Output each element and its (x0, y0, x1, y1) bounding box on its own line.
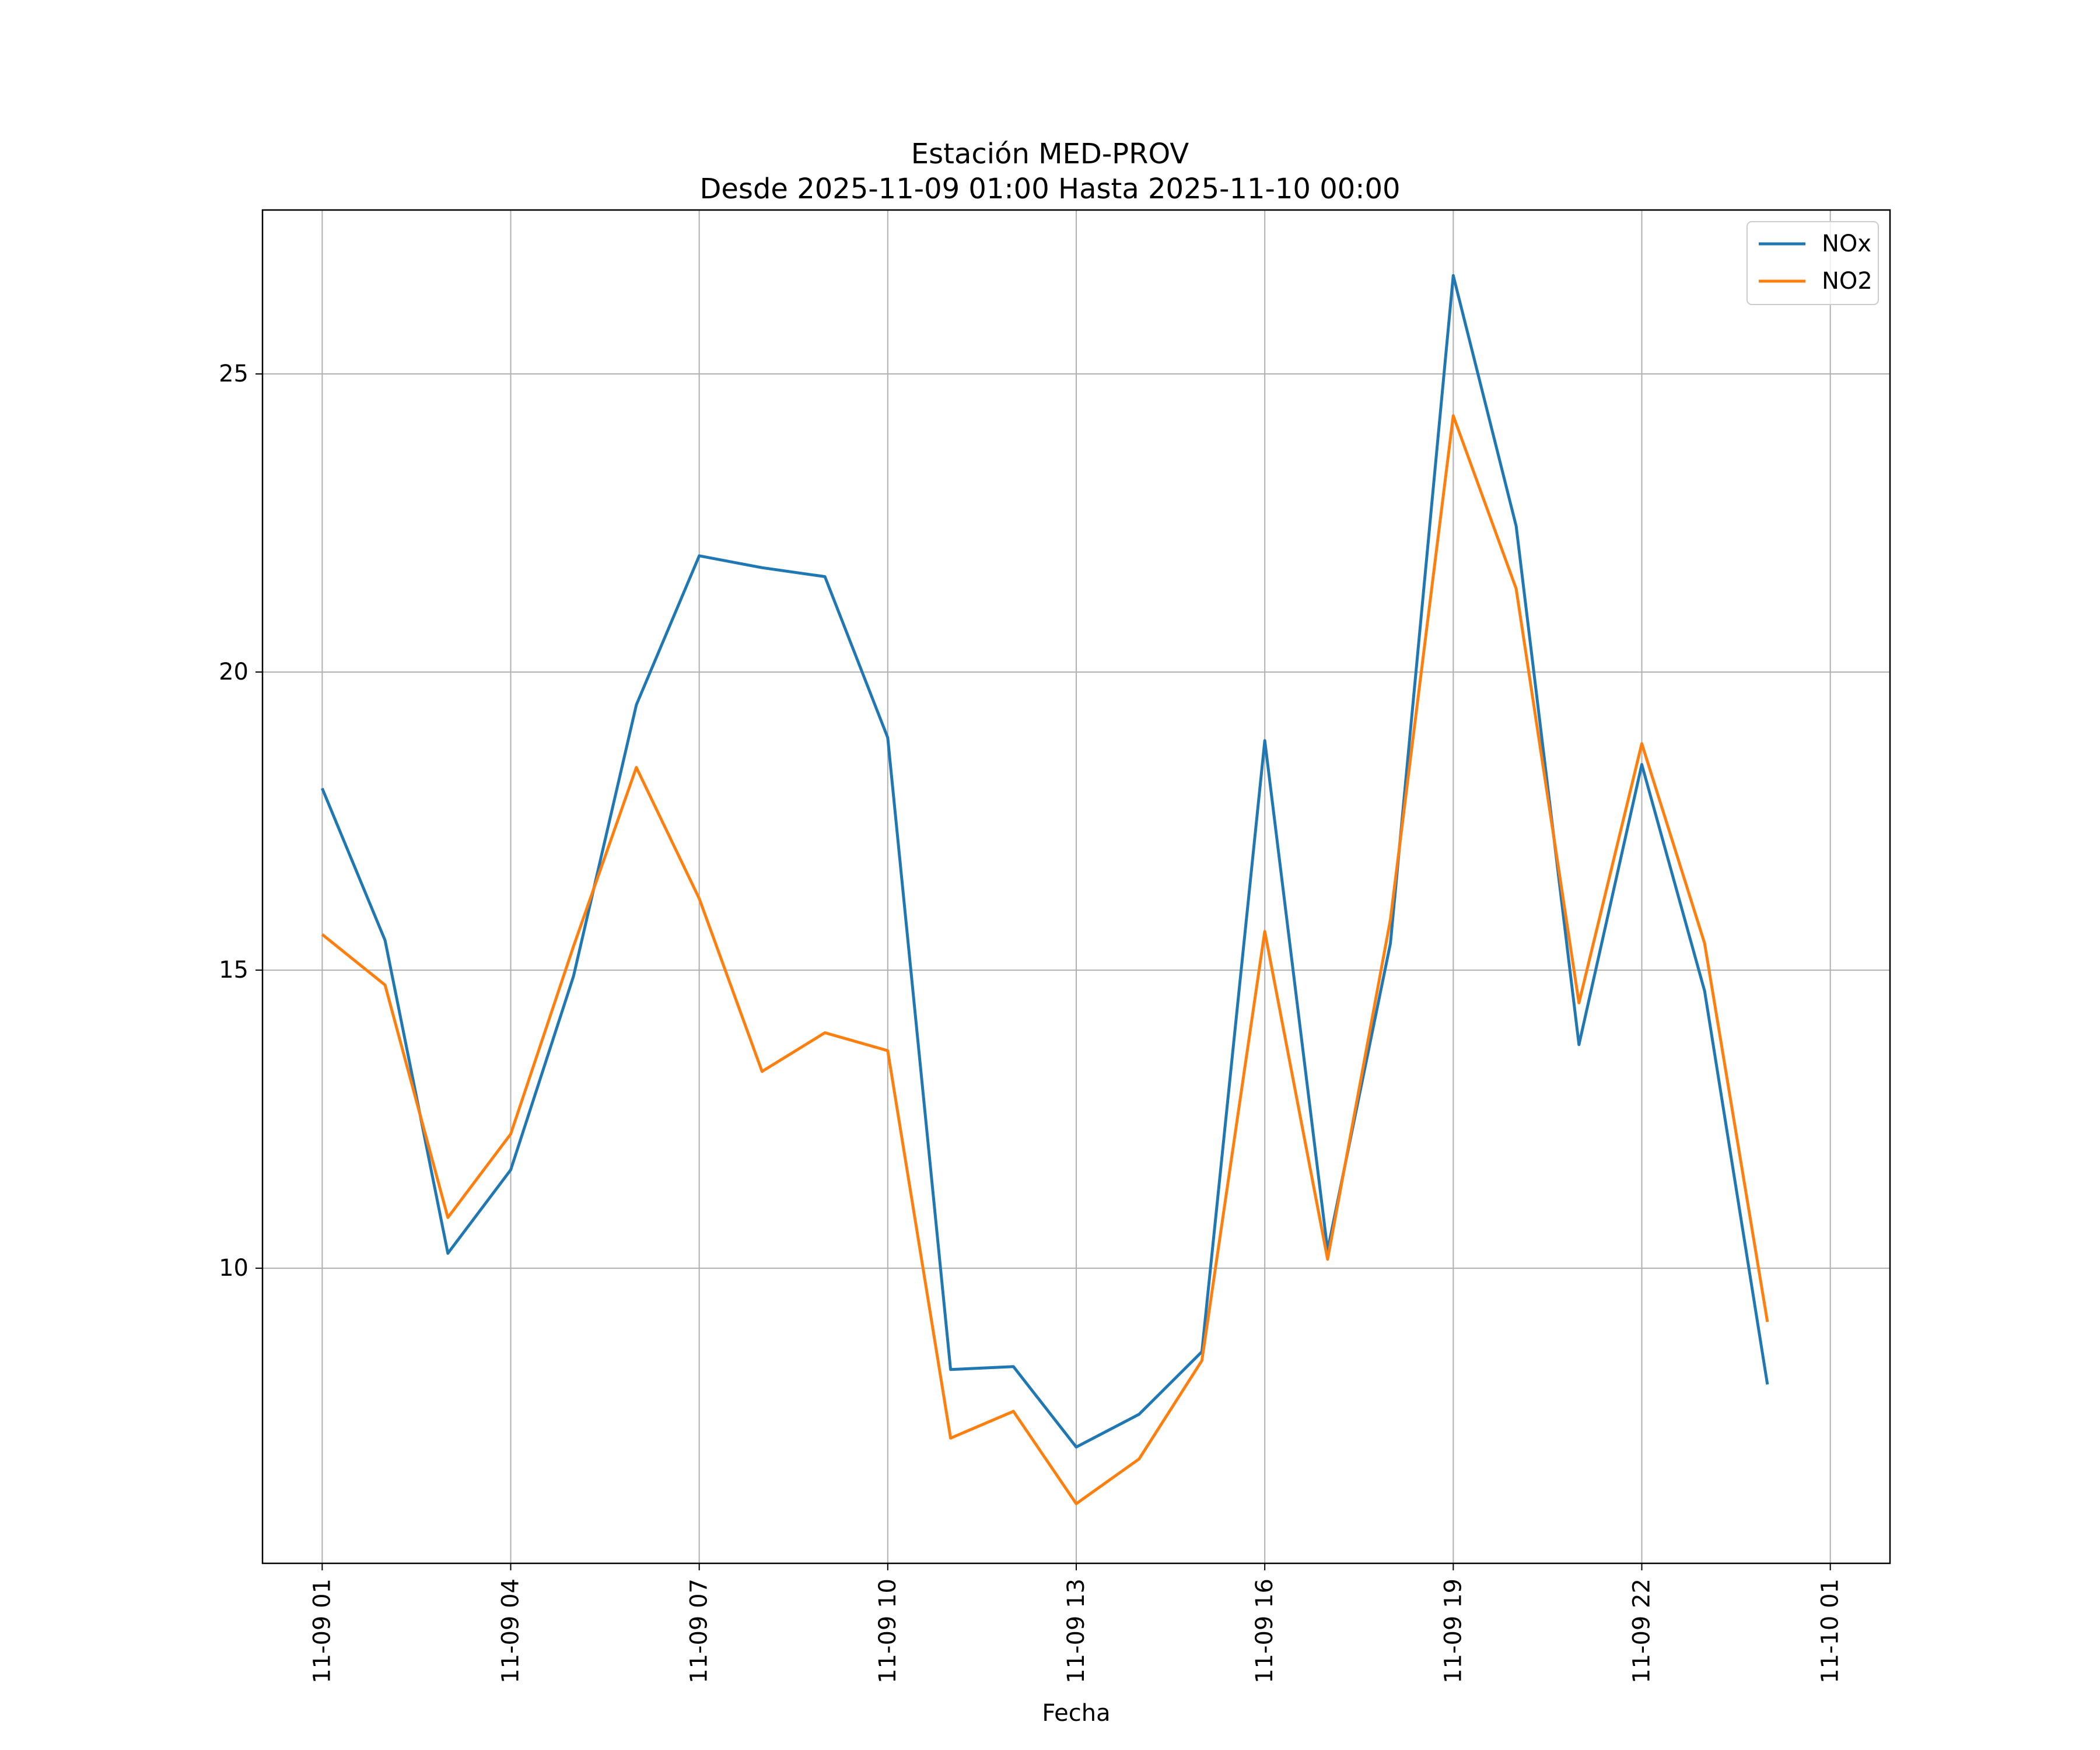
x-tick-label: 11-09 04 (498, 1578, 524, 1684)
data-point-no2 (1577, 1000, 1581, 1005)
data-point-nox (1451, 273, 1455, 278)
data-point-no2 (383, 983, 387, 988)
data-series (320, 273, 1770, 1506)
data-point-nox (383, 938, 387, 943)
data-point-nox (760, 565, 764, 570)
data-point-nox (697, 554, 702, 558)
y-tick-label: 15 (219, 957, 249, 984)
data-point-nox (1514, 524, 1518, 528)
data-point-no2 (949, 1436, 953, 1440)
data-point-no2 (1388, 917, 1393, 922)
data-point-no2 (320, 932, 324, 937)
data-point-nox (509, 1168, 513, 1172)
y-tick-label: 20 (219, 659, 249, 685)
series-line-nox (320, 274, 1769, 1449)
data-point-nox (1262, 738, 1267, 743)
legend-label-nox: NOx (1822, 230, 1871, 257)
data-point-nox (571, 974, 576, 978)
data-point-no2 (760, 1069, 764, 1074)
data-point-nox (1137, 1412, 1142, 1417)
data-point-no2 (1514, 586, 1518, 591)
data-point-nox (1577, 1042, 1581, 1047)
data-point-nox (1388, 941, 1393, 946)
y-tick-label: 25 (219, 360, 249, 387)
data-point-nox (446, 1251, 450, 1256)
data-point-nox (1011, 1364, 1016, 1369)
data-point-no2 (1702, 941, 1707, 946)
data-point-nox (1765, 1382, 1770, 1387)
series-no2 (320, 414, 1770, 1506)
x-tick-label: 11-09 07 (686, 1578, 713, 1684)
x-tick-label: 11-09 10 (874, 1578, 901, 1684)
x-tick-label: 11-09 13 (1063, 1578, 1090, 1684)
data-point-no2 (822, 1030, 827, 1035)
legend-label-no2: NO2 (1822, 268, 1873, 295)
data-point-nox (634, 702, 639, 707)
data-point-no2 (1199, 1359, 1204, 1363)
data-point-nox (1074, 1445, 1079, 1450)
data-point-nox (949, 1367, 953, 1372)
data-point-no2 (697, 896, 702, 901)
axis-ticks: 11-09 01 11-09 04 11-09 07 11-09 10 11-09 13… (219, 360, 1844, 1684)
grid-lines (262, 210, 1890, 1563)
series-nox (320, 273, 1770, 1450)
chart-subtitle: Desde 2025-11-09 01:00 Hasta 2025-11-10 … (699, 173, 1400, 205)
data-point-nox (320, 786, 324, 790)
y-tick-label: 10 (219, 1255, 249, 1282)
x-tick-label: 11-09 19 (1440, 1578, 1466, 1684)
x-axis-label: Fecha (1042, 1700, 1110, 1727)
data-point-no2 (1262, 929, 1267, 934)
data-point-nox (886, 736, 890, 740)
data-point-no2 (1011, 1409, 1016, 1413)
data-point-no2 (446, 1215, 450, 1220)
data-point-no2 (571, 944, 576, 949)
data-point-nox (822, 575, 827, 579)
x-tick-label: 11-09 22 (1628, 1578, 1655, 1684)
series-line-no2 (321, 414, 1769, 1506)
data-point-no2 (634, 765, 639, 770)
x-tick-label: 11-09 01 (309, 1578, 335, 1684)
data-point-nox (1702, 989, 1707, 993)
data-point-no2 (509, 1132, 513, 1136)
data-point-no2 (1325, 1257, 1330, 1262)
data-point-no2 (1640, 741, 1644, 746)
chart-title: Estación MED-PROV (911, 138, 1189, 170)
x-tick-label: 11-09 16 (1251, 1578, 1278, 1684)
data-point-no2 (886, 1048, 890, 1053)
data-point-no2 (1137, 1457, 1142, 1461)
data-point-no2 (1451, 414, 1455, 418)
data-point-no2 (1765, 1320, 1770, 1324)
data-point-nox (1640, 762, 1644, 767)
x-tick-label: 11-10 01 (1817, 1578, 1844, 1684)
data-point-no2 (1074, 1502, 1079, 1506)
legend: NOx NO2 (1746, 221, 1879, 305)
